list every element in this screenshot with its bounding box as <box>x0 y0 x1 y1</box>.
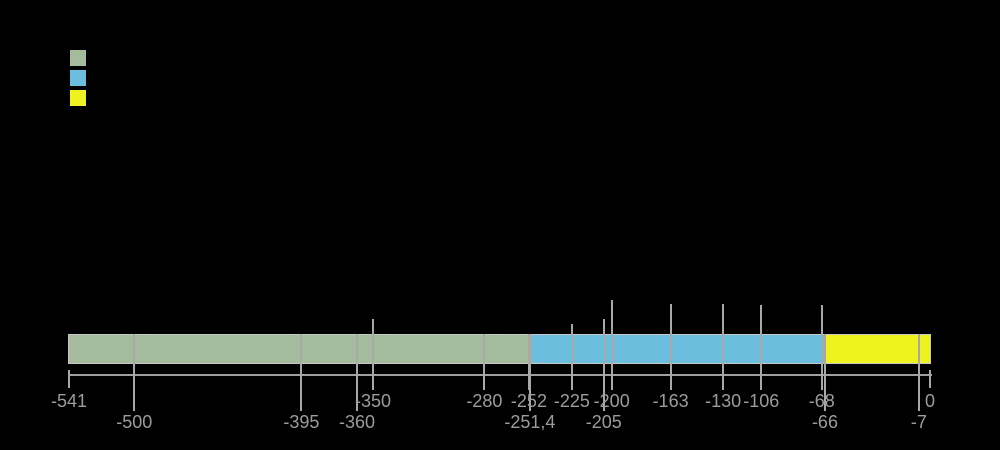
axis-tick-label: -130 <box>705 391 742 411</box>
axis-line <box>69 374 932 376</box>
axis-tick-label: -106 <box>743 391 780 411</box>
axis-tick <box>483 334 486 390</box>
axis-tick <box>371 319 374 390</box>
legend-swatch-yellow <box>70 90 86 106</box>
axis-tick <box>917 334 920 411</box>
axis-tick-label: -350 <box>354 391 391 411</box>
axis-tick-label: -68 <box>808 391 835 411</box>
axis-tick <box>570 324 573 390</box>
axis-tick-label: 0 <box>924 391 935 411</box>
axis-tick-label: -500 <box>116 412 153 432</box>
axis-tick-label: -225 <box>553 391 590 411</box>
axis-tick <box>820 305 823 390</box>
axis-tick-label: -541 <box>50 391 88 411</box>
axis-tick <box>610 300 613 390</box>
axis-tick <box>823 334 826 411</box>
axis-tick <box>722 304 725 390</box>
axis-tick <box>929 370 931 388</box>
axis-tick-label: -251,4 <box>504 412 556 432</box>
axis-tick-label: -205 <box>585 412 622 432</box>
axis-tick <box>133 334 136 411</box>
axis-tick <box>760 305 763 390</box>
axis-tick-label: -280 <box>466 391 503 411</box>
axis-tick <box>356 334 359 411</box>
axis-tick-label: -360 <box>339 412 376 432</box>
axis-tick <box>528 334 531 411</box>
axis-tick-label: -66 <box>811 412 838 432</box>
legend-swatch-green <box>70 50 86 66</box>
axis-tick-label: -163 <box>652 391 689 411</box>
timeline-segment-2 <box>528 335 825 363</box>
timeline-segment-1 <box>69 335 529 363</box>
axis-tick <box>300 334 303 411</box>
axis-tick-label: -252 <box>510 391 547 411</box>
axis-tick-label: -7 <box>910 412 927 432</box>
axis-tick <box>602 319 605 411</box>
axis-tick-label: -200 <box>593 391 630 411</box>
axis-tick <box>68 370 70 388</box>
axis-tick-label: -395 <box>283 412 320 432</box>
axis-tick <box>669 304 672 390</box>
timeline-segment-3 <box>824 335 930 363</box>
legend-swatch-blue <box>70 70 86 86</box>
